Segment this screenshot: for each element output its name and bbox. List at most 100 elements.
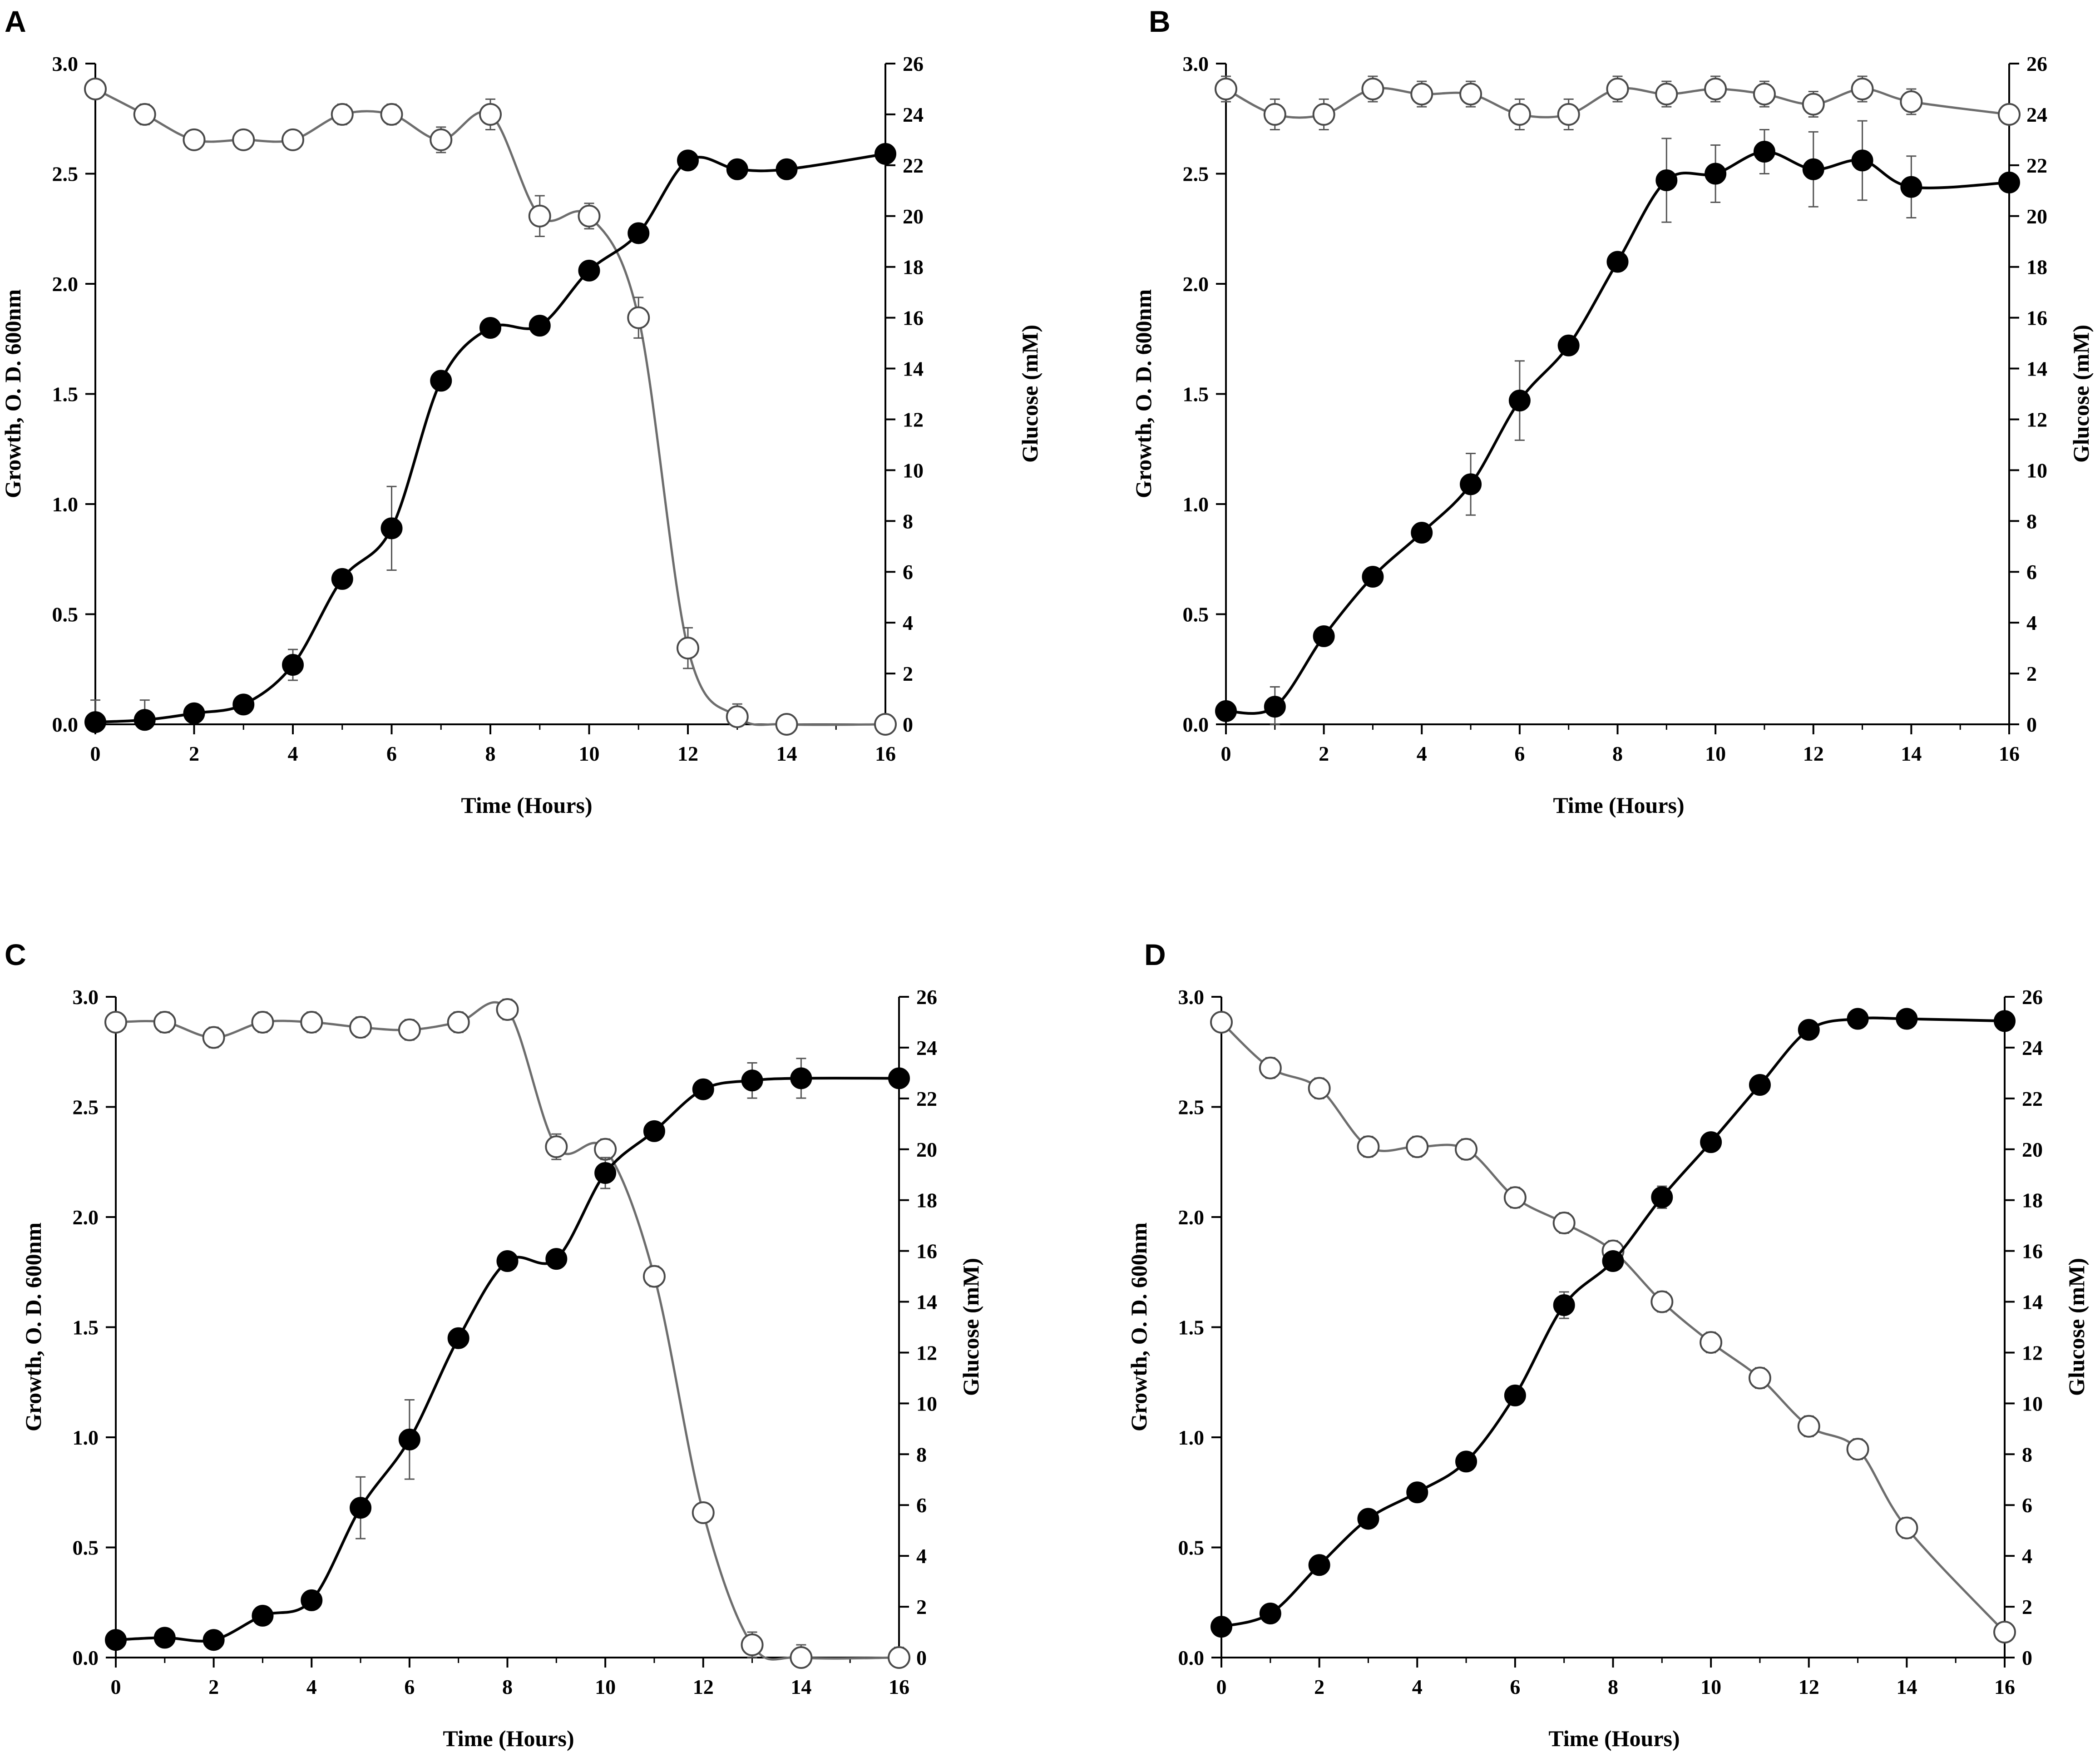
glucose-point bbox=[594, 1138, 617, 1161]
x-tick-label: 12 bbox=[1803, 742, 1824, 765]
glucose-series bbox=[84, 77, 897, 736]
glucose-point bbox=[1557, 103, 1580, 126]
glucose-point bbox=[1361, 77, 1384, 100]
x-tick-label: 12 bbox=[693, 1675, 714, 1698]
x-tick-label: 16 bbox=[1999, 742, 2020, 765]
growth-point bbox=[496, 1250, 519, 1272]
y-tick-label: 0.5 bbox=[52, 603, 79, 626]
growth-point bbox=[692, 1078, 714, 1100]
growth-series bbox=[84, 143, 896, 733]
glucose-point bbox=[726, 705, 749, 728]
y2-tick-label: 26 bbox=[2022, 985, 2043, 1009]
growth-point bbox=[578, 259, 600, 282]
glucose-point bbox=[1993, 1621, 2016, 1644]
x-tick-label: 10 bbox=[595, 1675, 616, 1698]
y-tick-label: 1.5 bbox=[52, 383, 79, 406]
y-tick-label: 0.0 bbox=[1178, 1646, 1205, 1669]
y2-tick-label: 26 bbox=[903, 52, 924, 75]
growth-point bbox=[331, 568, 353, 590]
y2-tick-label: 18 bbox=[916, 1189, 937, 1212]
y2-tick-label: 2 bbox=[916, 1595, 927, 1618]
growth-point bbox=[1411, 522, 1433, 544]
x-tick-label: 0 bbox=[111, 1675, 121, 1698]
glucose-point bbox=[1606, 77, 1629, 100]
y2-tick-label: 10 bbox=[2026, 459, 2047, 482]
y2-axis-title: Glucose (mM) bbox=[2068, 325, 2094, 463]
x-tick-label: 14 bbox=[1896, 1675, 1917, 1698]
growth-point bbox=[628, 222, 650, 244]
growth-point bbox=[105, 1629, 127, 1651]
y2-tick-label: 20 bbox=[2026, 205, 2047, 228]
glucose-point bbox=[1748, 1366, 1771, 1390]
y2-tick-label: 12 bbox=[903, 408, 924, 431]
y2-tick-label: 8 bbox=[2022, 1443, 2032, 1466]
glucose-point bbox=[545, 1135, 568, 1158]
growth-point bbox=[1362, 566, 1384, 588]
y2-tick-label: 20 bbox=[916, 1138, 937, 1161]
x-tick-label: 4 bbox=[1417, 742, 1427, 765]
y2-tick-label: 16 bbox=[2022, 1240, 2043, 1263]
glucose-point bbox=[1308, 1077, 1331, 1100]
x-tick-label: 8 bbox=[485, 742, 496, 765]
growth-point bbox=[529, 315, 551, 337]
growth-point bbox=[183, 702, 205, 724]
growth-point bbox=[84, 711, 106, 733]
x-axis-title: Time (Hours) bbox=[1553, 792, 1684, 818]
y-axis-title: Growth, O. D. 600nm bbox=[20, 1223, 46, 1431]
growth-point bbox=[1994, 1010, 2016, 1032]
x-tick-label: 4 bbox=[1412, 1675, 1423, 1698]
glucose-point bbox=[331, 103, 354, 126]
glucose-point bbox=[1215, 77, 1237, 100]
glucose-point bbox=[398, 1018, 421, 1041]
y2-axis-title: Glucose (mM) bbox=[2064, 1258, 2089, 1396]
panel-letter: C bbox=[5, 938, 26, 971]
growth-point bbox=[1264, 696, 1286, 718]
glucose-point bbox=[1312, 103, 1335, 126]
y2-tick-label: 18 bbox=[903, 256, 924, 279]
y-tick-label: 2.5 bbox=[73, 1096, 99, 1119]
glucose-point bbox=[1802, 93, 1825, 116]
growth-point bbox=[643, 1120, 665, 1142]
glucose-point bbox=[380, 103, 403, 126]
glucose-point bbox=[251, 1010, 274, 1034]
growth-point bbox=[1847, 1008, 1869, 1030]
glucose-point bbox=[1900, 90, 1923, 113]
growth-point bbox=[1455, 1450, 1477, 1473]
growth-point bbox=[1308, 1554, 1330, 1576]
y2-tick-label: 20 bbox=[903, 205, 924, 228]
y2-tick-label: 12 bbox=[916, 1341, 937, 1364]
growth-point bbox=[790, 1067, 812, 1089]
x-tick-label: 14 bbox=[776, 742, 797, 765]
y2-tick-label: 14 bbox=[2022, 1291, 2043, 1314]
y2-tick-label: 2 bbox=[2026, 662, 2037, 685]
y2-tick-label: 18 bbox=[2026, 256, 2047, 279]
y2-tick-label: 10 bbox=[916, 1392, 937, 1415]
x-tick-label: 2 bbox=[1314, 1675, 1324, 1698]
growth-point bbox=[1508, 390, 1531, 412]
glucose-point bbox=[677, 637, 699, 660]
growth-point bbox=[1606, 251, 1629, 273]
y2-tick-label: 2 bbox=[2022, 1595, 2032, 1618]
x-tick-label: 14 bbox=[791, 1675, 811, 1698]
growth-point bbox=[776, 158, 798, 180]
growth-point bbox=[1851, 149, 1873, 172]
y2-tick-label: 16 bbox=[916, 1240, 937, 1263]
axes: 0 2 4 6 8 10 12 14 160.00.51.01.52.02.53.0024681… bbox=[1178, 985, 2043, 1698]
y2-tick-label: 18 bbox=[2022, 1189, 2043, 1212]
glucose-line bbox=[115, 1001, 899, 1661]
growth-point bbox=[594, 1162, 617, 1184]
y-axis-title: Growth, O. D. 600nm bbox=[1131, 289, 1156, 498]
panel-a: A 0 2 4 6 8 10 12 14 160.00.51.01.52.02.53.00246… bbox=[0, 5, 1043, 818]
x-tick-label: 6 bbox=[1510, 1675, 1520, 1698]
y-tick-label: 2.5 bbox=[1183, 163, 1209, 186]
y2-tick-label: 24 bbox=[2022, 1036, 2043, 1059]
axes: 0 2 4 6 8 10 12 14 160.00.51.01.52.02.53.0024681… bbox=[73, 985, 938, 1698]
y-axis-title: Growth, O. D. 600nm bbox=[0, 289, 25, 498]
glucose-point bbox=[447, 1010, 470, 1034]
growth-point bbox=[1557, 334, 1580, 356]
y-tick-label: 1.0 bbox=[73, 1426, 99, 1449]
glucose-point bbox=[1655, 83, 1678, 106]
y2-tick-label: 0 bbox=[903, 713, 913, 736]
panel-letter: B bbox=[1149, 5, 1171, 38]
x-axis-title: Time (Hours) bbox=[443, 1726, 574, 1751]
